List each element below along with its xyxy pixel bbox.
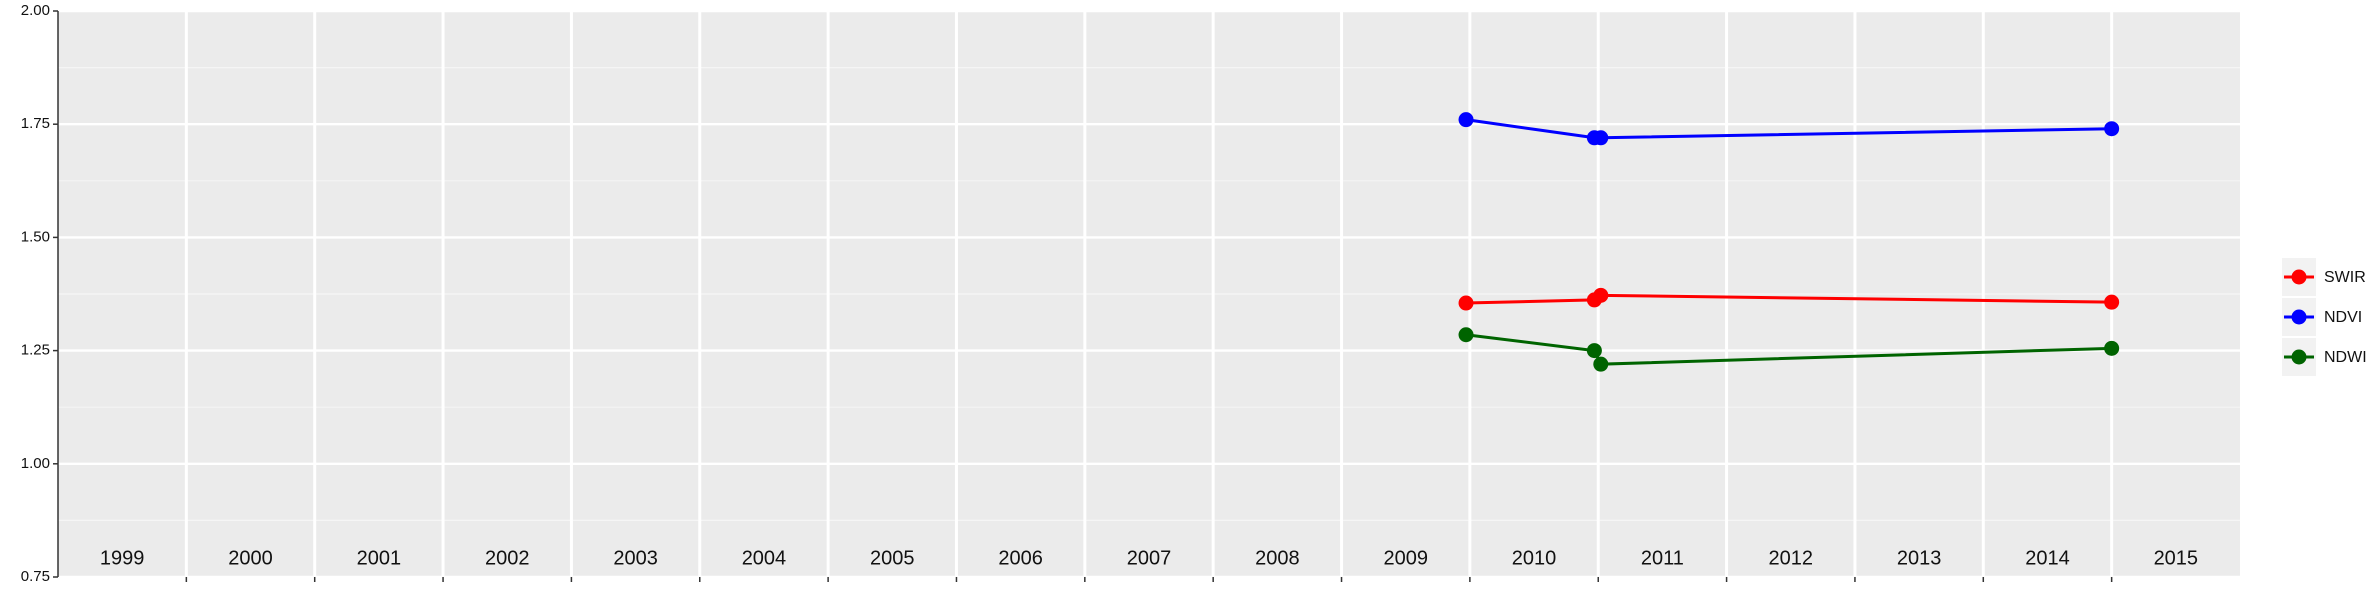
point: [1593, 130, 1609, 146]
year-label: 2009: [1383, 547, 1428, 569]
year-label: 2005: [870, 547, 915, 569]
year-label: 2003: [613, 547, 658, 569]
year-label: 2013: [1897, 547, 1942, 569]
legend-point: [2291, 309, 2307, 325]
legend-point: [2291, 349, 2307, 365]
legend-label: NDWI: [2324, 349, 2367, 366]
point: [2104, 294, 2120, 310]
year-label: 2014: [2025, 547, 2070, 569]
point: [1593, 356, 1609, 372]
y-tick-label: 1.75: [21, 115, 50, 132]
year-label: 2004: [742, 547, 787, 569]
y-tick-label: 2.00: [21, 2, 50, 19]
y-tick-label: 1.25: [21, 342, 50, 359]
year-label: 2007: [1127, 547, 1172, 569]
point: [1593, 287, 1609, 303]
year-label: 2002: [485, 547, 530, 569]
legend-label: NDVI: [2324, 309, 2362, 326]
year-label: 2001: [357, 547, 402, 569]
year-label: 2011: [1641, 547, 1684, 569]
legend-label: SWIR: [2324, 269, 2366, 286]
series-line: [1465, 333, 2112, 366]
year-label: 2006: [998, 547, 1043, 569]
legend-point: [2291, 269, 2307, 285]
y-tick-label: 1.50: [21, 228, 50, 245]
year-label: 2012: [1769, 547, 1814, 569]
year-label: 2015: [2154, 547, 2199, 569]
point: [1458, 295, 1474, 311]
year-label: 2008: [1255, 547, 1300, 569]
y-tick-label: 0.75: [21, 568, 50, 585]
point: [2104, 121, 2120, 137]
point: [1458, 112, 1474, 128]
y-tick-label: 1.00: [21, 455, 50, 472]
year-label: 2000: [228, 547, 273, 569]
year-label: 1999: [100, 547, 145, 569]
year-label: 2010: [1512, 547, 1557, 569]
point: [1458, 327, 1474, 343]
point: [1586, 343, 1602, 359]
point: [2104, 340, 2120, 356]
